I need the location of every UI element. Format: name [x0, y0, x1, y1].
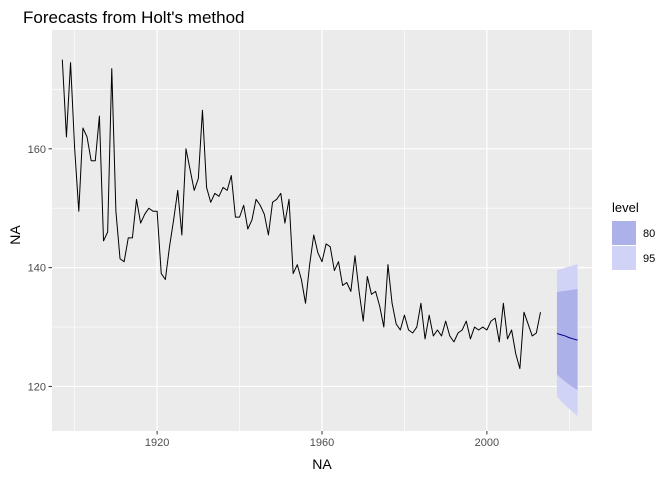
- y-tick-label: 160: [28, 144, 46, 156]
- major-gridlines: [52, 30, 592, 431]
- legend-key-95: [612, 246, 636, 270]
- x-axis-title: NA: [312, 456, 332, 472]
- series-line: [61, 59, 541, 370]
- legend: level 80 95: [612, 200, 655, 270]
- legend-key-80: [612, 221, 636, 245]
- axis-ticks: 1920 1960 2000 120 140 160: [28, 144, 499, 449]
- y-tick-label: 120: [28, 381, 46, 393]
- forecast-intervals: [556, 264, 578, 417]
- x-tick-label: 1920: [145, 437, 169, 449]
- band-80: [556, 289, 578, 391]
- legend-title: level: [612, 200, 639, 215]
- forecast-mean-line: [556, 333, 578, 341]
- y-axis-title: NA: [7, 225, 23, 245]
- x-tick-label: 1960: [310, 437, 334, 449]
- series-lines: [61, 59, 578, 370]
- legend-label-80: 80: [643, 228, 655, 240]
- x-tick-label: 2000: [475, 437, 499, 449]
- legend-label-95: 95: [643, 253, 655, 265]
- y-tick-label: 140: [28, 263, 46, 275]
- chart-title: Forecasts from Holt's method: [23, 8, 244, 27]
